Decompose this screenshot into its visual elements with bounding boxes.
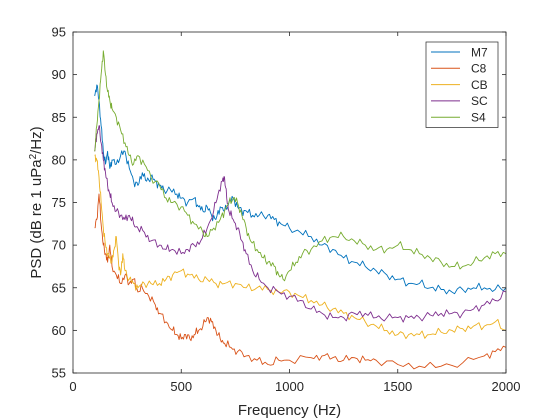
series-line-m7 bbox=[94, 84, 507, 295]
y-tick-label: 55 bbox=[52, 366, 66, 381]
legend-label-sc: SC bbox=[471, 94, 488, 108]
y-tick-label: 60 bbox=[52, 323, 66, 338]
series-line-sc bbox=[94, 125, 507, 323]
series-lines bbox=[94, 50, 507, 370]
series-line-c8 bbox=[94, 193, 507, 370]
y-tick-label: 85 bbox=[52, 110, 66, 125]
x-tick-label: 1500 bbox=[383, 379, 412, 394]
y-tick-label: 70 bbox=[52, 238, 66, 253]
y-tick-label: 95 bbox=[52, 25, 66, 40]
x-tick-label: 500 bbox=[170, 379, 192, 394]
x-tick-label: 0 bbox=[69, 379, 76, 394]
y-tick-label: 75 bbox=[52, 195, 66, 210]
legend: M7 C8 CB SC S4 bbox=[425, 41, 499, 128]
axis-ticks: 0 500 1000 1500 2000 55 60 65 70 75 80 85 90 95 bbox=[52, 25, 521, 395]
legend-label-s4: S4 bbox=[471, 111, 486, 125]
legend-label-c8: C8 bbox=[471, 62, 487, 76]
series-line-cb bbox=[94, 154, 507, 340]
y-axis-label: PSD (dB re 1 uPa2/Hz) bbox=[28, 126, 46, 278]
legend-label-m7: M7 bbox=[471, 45, 488, 59]
y-axis-label-suffix: /Hz) bbox=[28, 126, 45, 154]
x-tick-label: 1000 bbox=[275, 379, 304, 394]
x-axis-label: Frequency (Hz) bbox=[238, 402, 341, 419]
series-line-s4 bbox=[94, 50, 507, 282]
y-tick-label: 65 bbox=[52, 280, 66, 295]
y-tick-label: 90 bbox=[52, 67, 66, 82]
y-axis-label-superscript: 2 bbox=[28, 153, 39, 159]
legend-label-cb: CB bbox=[471, 78, 488, 92]
y-axis-label-prefix: PSD (dB re 1 uPa bbox=[28, 159, 45, 279]
x-tick-label: 2000 bbox=[492, 379, 521, 394]
y-tick-label: 80 bbox=[52, 152, 66, 167]
